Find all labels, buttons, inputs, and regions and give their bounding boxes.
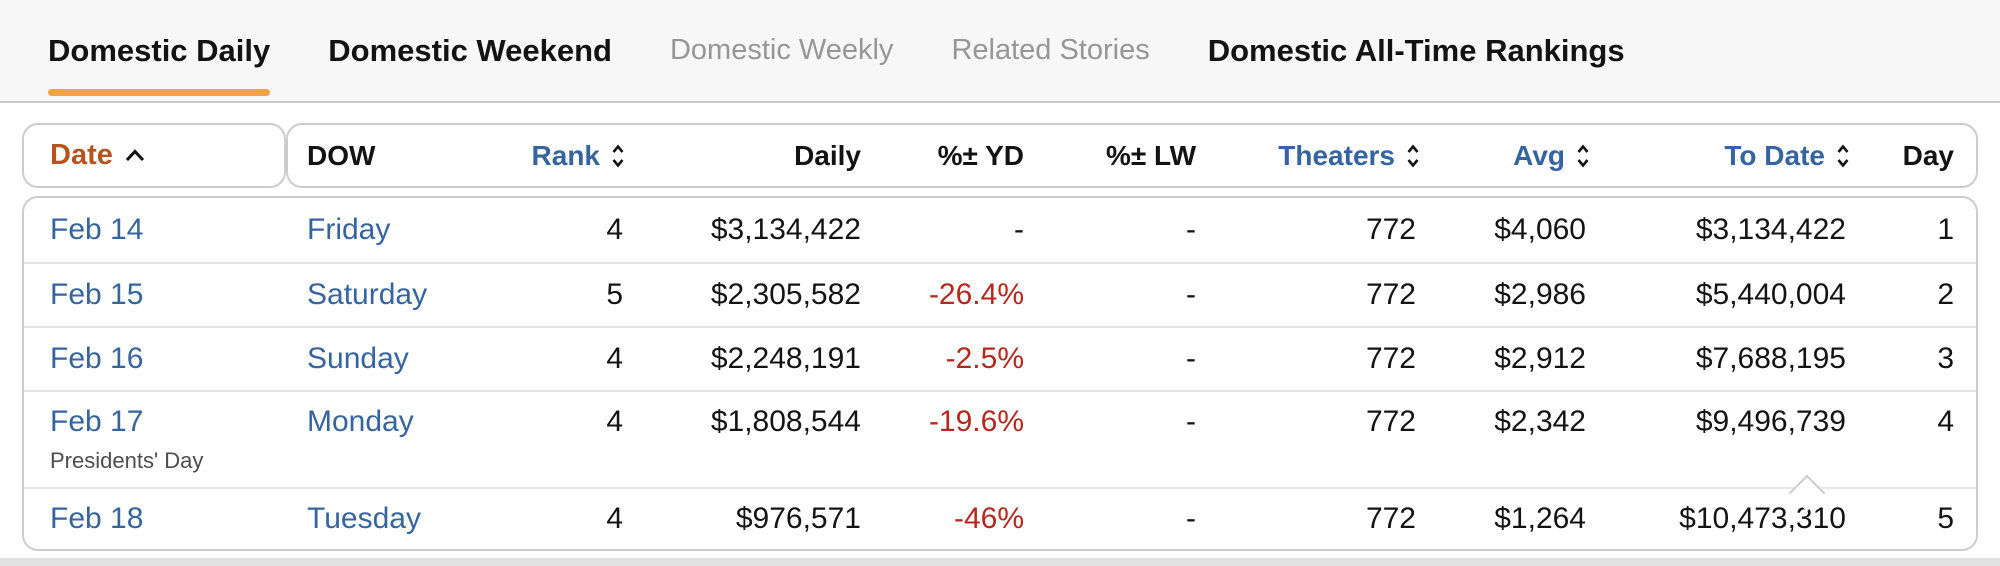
sort-toggle-icon <box>1577 143 1589 168</box>
header-date[interactable]: Date <box>22 123 286 188</box>
theaters-cell: 772 <box>1365 405 1416 438</box>
dow-link[interactable]: Saturday <box>307 278 428 311</box>
to-date-cell: $5,440,004 <box>1695 278 1846 311</box>
pct-lw-cell: - <box>1186 405 1196 438</box>
date-link[interactable]: Feb 17 <box>50 405 144 438</box>
dow-link[interactable]: Monday <box>307 405 414 438</box>
table-header-row: Date DOW Rank Daily %± YD <box>22 123 2000 188</box>
pct-yd-cell: -46% <box>953 502 1024 535</box>
sort-toggle-icon <box>1837 143 1849 168</box>
header-pct-lw: %± LW <box>1105 139 1196 171</box>
avg-cell: $2,912 <box>1494 342 1586 375</box>
holiday-note: Presidents' Day <box>50 448 204 473</box>
avg-cell: $2,342 <box>1494 405 1586 438</box>
rank-cell: 4 <box>606 342 623 375</box>
table-row: Feb 18 Tuesday 4 $976,571 -46% - 772 $1,… <box>24 487 1976 549</box>
tab-domestic-weekly[interactable]: Domestic Weekly <box>670 0 893 101</box>
date-link[interactable]: Feb 14 <box>50 213 144 246</box>
pct-lw-cell: - <box>1186 213 1196 246</box>
tab-label: Related Stories <box>951 34 1150 66</box>
pct-yd-cell: - <box>1014 213 1024 246</box>
theaters-cell: 772 <box>1365 502 1416 535</box>
header-day: Day <box>1902 139 1954 171</box>
theaters-cell: 772 <box>1365 342 1416 375</box>
date-link[interactable]: Feb 15 <box>50 278 144 311</box>
tab-label: Domestic All-Time Rankings <box>1207 32 1625 68</box>
sort-toggle-icon <box>1407 143 1419 168</box>
page-background-strip <box>0 558 2000 566</box>
pct-yd-cell: -19.6% <box>928 405 1024 438</box>
rank-cell: 4 <box>606 502 623 535</box>
daily-grosses-table: Feb 14 Friday 4 $3,134,422 - - 772 $4,06… <box>22 196 1978 551</box>
to-date-cell: $3,134,422 <box>1695 213 1846 246</box>
rank-cell: 5 <box>606 278 623 311</box>
daily-gross-cell: $976,571 <box>735 502 861 535</box>
tab-label: Domestic Weekly <box>669 34 894 66</box>
pct-lw-cell: - <box>1186 342 1196 375</box>
daily-gross-cell: $2,305,582 <box>710 278 861 311</box>
header-dow: DOW <box>307 139 376 171</box>
day-number-cell: 1 <box>1937 213 1954 246</box>
sort-ascending-icon <box>125 149 144 162</box>
rank-cell: 4 <box>606 213 623 246</box>
to-date-cell: $9,496,739 <box>1695 405 1846 438</box>
header-theaters[interactable]: Theaters <box>1220 140 1440 172</box>
theaters-cell: 772 <box>1365 278 1416 311</box>
to-date-cell: $10,473,310 <box>1679 502 1846 535</box>
to-date-cell: $7,688,195 <box>1695 342 1846 375</box>
pct-lw-cell: - <box>1186 278 1196 311</box>
pct-lw-cell: - <box>1186 502 1196 535</box>
header-columns-box: DOW Rank Daily %± YD %± LW Theaters <box>286 123 1978 188</box>
daily-gross-cell: $1,808,544 <box>710 405 861 438</box>
tab-label: Domestic Daily <box>48 32 271 68</box>
tab-bar: Domestic Daily Domestic Weekend Domestic… <box>0 0 2000 103</box>
header-date-label: Date <box>50 139 113 171</box>
avg-cell: $2,986 <box>1494 278 1586 311</box>
rank-cell: 4 <box>606 405 623 438</box>
dow-link[interactable]: Friday <box>307 213 391 246</box>
tab-domestic-all-time-rankings[interactable]: Domestic All-Time Rankings <box>1208 0 1625 101</box>
header-pct-yd: %± YD <box>937 139 1024 171</box>
sort-toggle-icon <box>612 143 624 168</box>
tab-related-stories[interactable]: Related Stories <box>951 0 1149 101</box>
tab-domestic-daily[interactable]: Domestic Daily <box>48 0 271 101</box>
table-row: Feb 16 Sunday 4 $2,248,191 -2.5% - 772 $… <box>24 326 1976 390</box>
daily-gross-cell: $3,134,422 <box>710 213 861 246</box>
date-link[interactable]: Feb 16 <box>50 342 144 375</box>
pct-yd-cell: -26.4% <box>928 278 1024 311</box>
header-to-date[interactable]: To Date <box>1610 140 1870 172</box>
day-number-cell: 4 <box>1937 405 1954 438</box>
day-number-cell: 2 <box>1937 278 1954 311</box>
header-daily: Daily <box>794 139 861 171</box>
table-row: Feb 15 Saturday 5 $2,305,582 -26.4% - 77… <box>24 262 1976 326</box>
table-row: Feb 17 Presidents' Day Monday 4 $1,808,5… <box>24 390 1976 487</box>
avg-cell: $1,264 <box>1494 502 1586 535</box>
pct-yd-cell: -2.5% <box>945 342 1024 375</box>
daily-gross-cell: $2,248,191 <box>710 342 861 375</box>
day-number-cell: 3 <box>1937 342 1954 375</box>
tab-label: Domestic Weekend <box>328 32 612 68</box>
date-link[interactable]: Feb 18 <box>50 502 144 535</box>
avg-cell: $4,060 <box>1494 213 1586 246</box>
tab-domestic-weekend[interactable]: Domestic Weekend <box>328 0 612 101</box>
table-row: Feb 14 Friday 4 $3,134,422 - - 772 $4,06… <box>24 198 1976 262</box>
dow-link[interactable]: Tuesday <box>307 502 421 535</box>
active-tab-underline <box>48 89 271 96</box>
header-avg[interactable]: Avg <box>1440 140 1610 172</box>
date-cell-with-note: Feb 17 Presidents' Day <box>24 392 286 474</box>
day-number-cell: 5 <box>1937 502 1954 535</box>
dow-link[interactable]: Sunday <box>307 342 409 375</box>
theaters-cell: 772 <box>1365 213 1416 246</box>
header-rank[interactable]: Rank <box>433 140 643 172</box>
